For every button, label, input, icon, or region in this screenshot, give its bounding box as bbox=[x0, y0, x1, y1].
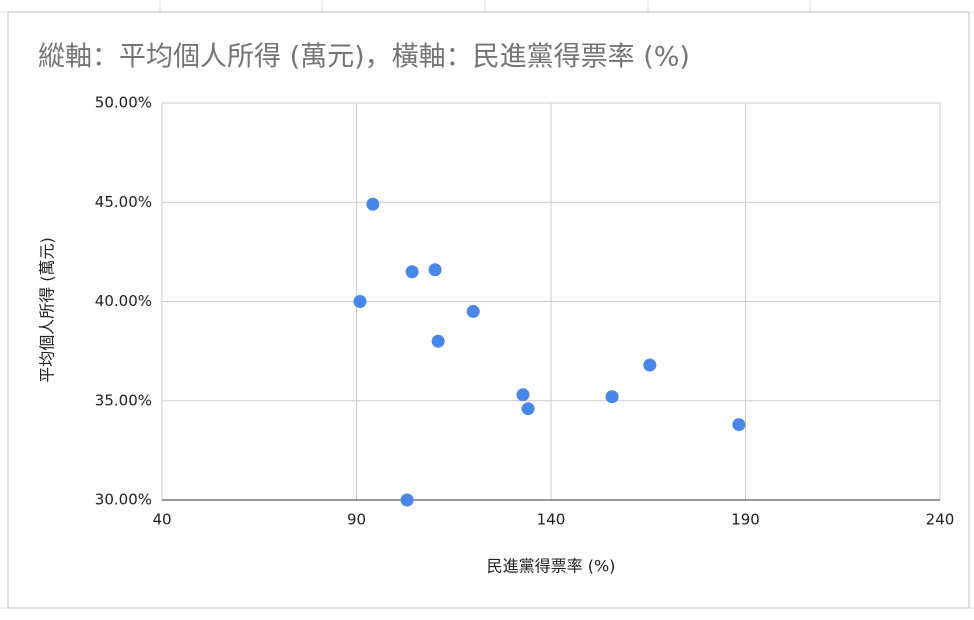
point bbox=[405, 265, 419, 279]
point bbox=[353, 295, 367, 308]
point bbox=[643, 358, 657, 372]
x-axis-label: 民進黨得票率 (%) bbox=[487, 557, 616, 576]
y-tick-label: 35.00% bbox=[95, 391, 152, 409]
point bbox=[366, 197, 380, 211]
chart-title: 縱軸：平均個人所得 (萬元)，橫軸：民進黨得票率 (%) bbox=[38, 42, 690, 73]
point bbox=[428, 263, 442, 277]
point bbox=[516, 388, 530, 402]
y-tick-label: 40.00% bbox=[95, 292, 152, 310]
point bbox=[732, 418, 746, 432]
x-tick-label: 90 bbox=[347, 511, 366, 529]
x-tick-label: 40 bbox=[152, 511, 171, 529]
chart-frame bbox=[7, 11, 970, 609]
y-tick-label: 45.00% bbox=[95, 193, 152, 211]
point bbox=[400, 493, 414, 507]
x-tick-label: 140 bbox=[537, 511, 566, 529]
point bbox=[466, 304, 480, 318]
x-tick-label: 190 bbox=[731, 511, 760, 529]
point bbox=[605, 390, 619, 404]
y-tick-label: 50.00% bbox=[95, 94, 152, 112]
y-axis-label: 平均個人所得 (萬元) bbox=[38, 237, 57, 383]
point bbox=[521, 402, 535, 416]
x-tick-label: 240 bbox=[926, 511, 955, 529]
point bbox=[431, 334, 445, 348]
y-tick-label: 30.00% bbox=[95, 491, 152, 509]
